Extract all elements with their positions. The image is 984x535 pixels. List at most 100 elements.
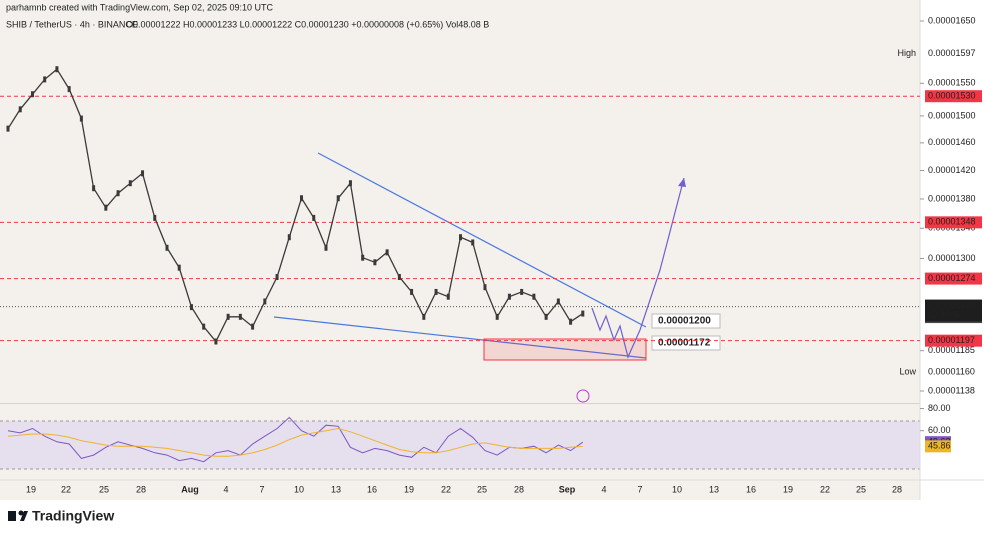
level-tag (925, 272, 982, 285)
x-tick-label: 22 (61, 484, 71, 494)
rsi-tick-label: 60.00 (928, 425, 951, 435)
trendline-upper (317, 152, 647, 328)
candle (300, 195, 304, 202)
x-tick-label: 25 (477, 484, 487, 494)
candle (385, 249, 389, 256)
x-tick-label: 16 (746, 484, 756, 494)
x-tick-label: 13 (709, 484, 719, 494)
candle (507, 293, 511, 300)
candle (410, 288, 414, 295)
candle (581, 310, 585, 317)
x-tick-label: 4 (601, 484, 606, 494)
x-tick-label: 7 (259, 484, 264, 494)
level-tag (925, 334, 982, 347)
candle (483, 284, 487, 291)
projection-path (591, 177, 685, 359)
candle (92, 185, 96, 192)
candle (141, 170, 145, 177)
support-zone (483, 338, 647, 361)
x-tick-label: 28 (892, 484, 902, 494)
low-name: Low (899, 366, 916, 376)
candle (189, 304, 193, 311)
candle (18, 106, 22, 113)
high-name: High (897, 48, 916, 58)
candle (202, 323, 206, 330)
credit: parhamnb created with TradingView.com, S… (6, 2, 273, 12)
candle (67, 86, 71, 93)
candle (177, 264, 181, 271)
candle (422, 313, 426, 320)
x-tick-label: 25 (856, 484, 866, 494)
symbol: SHIB / TetherUS · 4h · BINANCE (6, 19, 138, 29)
candle (397, 274, 401, 281)
x-tick-label: 19 (26, 484, 36, 494)
level-label: 0.00001197 (928, 335, 975, 345)
level-tag (925, 90, 982, 103)
annotation-box (651, 313, 721, 329)
level-label: 0.00001348 (928, 217, 976, 227)
candle (495, 313, 499, 320)
y-tick-label: 0.00001500 (928, 110, 976, 120)
x-tick-label: 10 (294, 484, 304, 494)
y-tick-label: 0.00001138 (928, 385, 975, 395)
price-line (7, 68, 584, 343)
candle (544, 313, 548, 320)
rsi-line (7, 416, 584, 463)
y-tick-label: 0.00001650 (928, 15, 976, 25)
x-tick-label: 19 (783, 484, 793, 494)
candle (324, 244, 328, 251)
rsi-band (0, 421, 920, 469)
candle (520, 288, 524, 295)
countdown: 02:49:54 (928, 310, 963, 320)
annotation: 0.00001200 (658, 316, 711, 327)
chart-background (0, 0, 920, 500)
candle (55, 66, 59, 73)
x-tick-label: 19 (404, 484, 414, 494)
candle (128, 180, 132, 187)
y-tick-label: 0.00001550 (928, 78, 976, 88)
candle (348, 180, 352, 187)
candle (263, 298, 267, 305)
candle (373, 259, 377, 266)
x-tick-label: 28 (514, 484, 524, 494)
level-tag (925, 216, 982, 229)
x-tick-label: 22 (820, 484, 830, 494)
candle (361, 254, 365, 261)
x-tick-label: 16 (367, 484, 377, 494)
rsi-ma-line-value: 45.86 (928, 441, 951, 451)
x-tick-label: 25 (99, 484, 109, 494)
current-tag (925, 299, 982, 322)
level-label: 0.00001274 (928, 273, 976, 283)
y-tick-label: 0.00001185 (928, 345, 975, 355)
candle (251, 323, 255, 330)
y-tick-label: 0.00001420 (928, 165, 976, 175)
candle (287, 234, 291, 241)
event-icon (576, 389, 590, 403)
high-label: 0.00001597 (928, 48, 976, 58)
trendline-lower (273, 316, 647, 359)
x-tick-label: Aug (181, 484, 199, 494)
y-tick-label: 0.00001380 (928, 193, 976, 203)
candle (30, 91, 34, 98)
level-label: 0.00001530 (928, 91, 976, 101)
candle (214, 338, 218, 345)
current-label: 0.00001230 (928, 300, 976, 310)
candle (238, 313, 242, 320)
annotation-box (651, 335, 721, 351)
candle (43, 76, 47, 83)
x-tick-label: 22 (441, 484, 451, 494)
candle (275, 274, 279, 281)
candle (459, 234, 463, 241)
logo-mark (18, 510, 24, 516)
candle (116, 190, 120, 197)
x-tick-label: Sep (559, 484, 576, 494)
candle (6, 125, 10, 132)
logo-mark (20, 511, 28, 521)
candle (104, 204, 108, 211)
brand: TradingView (32, 508, 114, 524)
annotation: 0.00001172 (658, 338, 711, 349)
y-tick-label: 0.00001300 (928, 253, 976, 263)
pane-separator (0, 403, 920, 404)
y-tick-label: 0.00001460 (928, 137, 976, 147)
